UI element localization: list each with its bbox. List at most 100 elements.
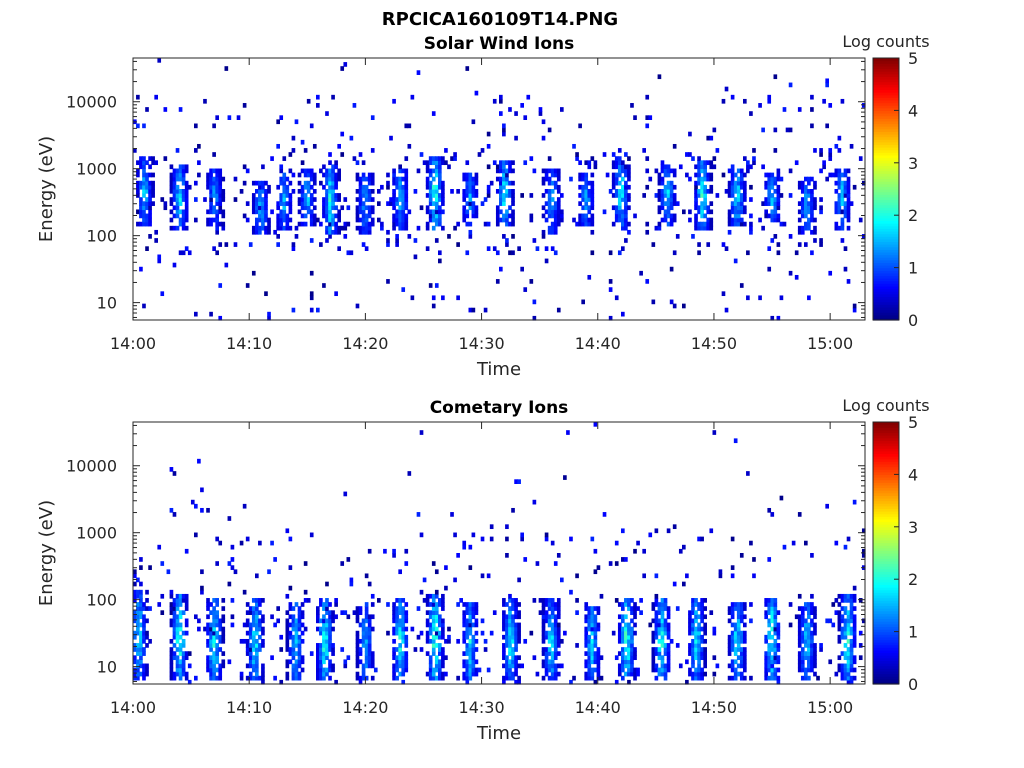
spectrogram-cell [404, 643, 409, 648]
spectrogram-cell [474, 213, 479, 219]
spectrogram-cell [331, 172, 335, 178]
spectrogram-cell [331, 667, 335, 673]
spectrogram-cell [294, 663, 299, 669]
spectrogram-cell [181, 667, 186, 673]
spectrogram-cell [483, 647, 488, 652]
spectrogram-cell [169, 610, 174, 615]
spectrogram-cell [770, 193, 775, 198]
spectrogram-cell [184, 606, 189, 611]
colorbar-segment [873, 660, 899, 664]
spectrogram-cell [736, 213, 741, 219]
spectrogram-cell [325, 626, 329, 632]
spectrogram-cell [340, 647, 345, 652]
spectrogram-cell [502, 184, 506, 190]
spectrogram-cell [654, 626, 659, 632]
spectrogram-cell [550, 209, 555, 215]
spectrogram-cell [727, 229, 732, 235]
spectrogram-cell [813, 643, 817, 648]
spectrogram-cell [151, 160, 155, 166]
spectrogram-cell [215, 561, 219, 566]
spectrogram-cell [846, 675, 851, 681]
spectrogram-cell [282, 156, 287, 161]
spectrogram-cell [431, 189, 436, 194]
spectrogram-cell [788, 168, 793, 174]
spectrogram-cell [617, 622, 622, 628]
spectrogram-cell [663, 643, 668, 648]
spectrogram-cell [505, 634, 509, 640]
spectrogram-cell [532, 238, 537, 243]
x-tick-label: 14:40 [575, 698, 621, 717]
spectrogram-cell [331, 626, 335, 632]
spectrogram-cell [669, 184, 674, 190]
spectrogram-cell [825, 82, 829, 88]
spectrogram-cell [407, 471, 412, 476]
spectrogram-cell [550, 630, 555, 636]
spectrogram-cell [846, 667, 851, 673]
spectrogram-cell [148, 606, 152, 611]
spectrogram-cell [553, 618, 558, 624]
spectrogram-cell [194, 217, 198, 223]
spectrogram-cell [139, 598, 143, 603]
spectrogram-cell [142, 303, 146, 309]
spectrogram-cell [422, 160, 427, 166]
spectrogram-cell [255, 655, 259, 661]
spectrogram-cell [410, 94, 415, 100]
spectrogram-cell [248, 622, 253, 628]
spectrogram-cell [206, 663, 210, 669]
spectrogram-cell [172, 471, 177, 476]
spectrogram-cell [733, 634, 738, 640]
spectrogram-cell [663, 618, 668, 624]
spectrogram-cell [654, 528, 659, 534]
spectrogram-cell [624, 168, 628, 174]
spectrogram-cell [139, 663, 143, 669]
spectrogram-cell [718, 569, 723, 575]
colorbar-segment [873, 147, 899, 151]
spectrogram-cell [465, 172, 470, 178]
spectrogram-cell [261, 201, 265, 206]
spectrogram-cell [431, 176, 436, 182]
spectrogram-cell [197, 626, 201, 632]
spectrogram-cell [697, 156, 701, 161]
spectrogram-cell [331, 164, 335, 170]
spectrogram-cell [739, 283, 744, 288]
spectrogram-cell [743, 221, 747, 227]
spectrogram-cell [148, 205, 152, 211]
spectrogram-cell [596, 651, 601, 656]
spectrogram-cell [636, 540, 640, 546]
spectrogram-cell [169, 184, 174, 190]
colorbar-label: Log counts [842, 396, 929, 415]
spectrogram-cell [462, 197, 467, 202]
spectrogram-cell [797, 107, 802, 112]
spectrogram-cell [621, 651, 625, 656]
spectrogram-cell [169, 189, 174, 194]
spectrogram-cell [328, 213, 332, 219]
y-tick-label: 1000 [76, 524, 117, 543]
spectrogram-cell [142, 614, 146, 620]
spectrogram-cell [438, 221, 442, 227]
spectrogram-cell [682, 544, 686, 550]
spectrogram-cell [697, 651, 701, 656]
spectrogram-cell [840, 626, 845, 632]
spectrogram-cell [401, 225, 406, 231]
spectrogram-cell [184, 193, 189, 198]
spectrogram-cell [441, 622, 445, 628]
spectrogram-cell [212, 180, 216, 186]
spectrogram-cell [813, 610, 817, 615]
spectrogram-cell [245, 638, 250, 644]
spectrogram-cell [581, 217, 585, 223]
colorbar-segment [873, 642, 899, 646]
spectrogram-cell [807, 638, 811, 644]
spectrogram-cell [215, 189, 219, 194]
spectrogram-cell [511, 622, 515, 628]
spectrogram-cell [810, 659, 814, 665]
spectrogram-cell [434, 205, 439, 211]
spectrogram-cell [285, 622, 290, 628]
spectrogram-cell [727, 209, 732, 215]
spectrogram-cell [788, 193, 793, 198]
spectrogram-cell [590, 626, 595, 632]
spectrogram-cell [462, 213, 467, 219]
spectrogram-cell [779, 221, 784, 227]
spectrogram-cell [136, 630, 140, 636]
spectrogram-cell [218, 168, 223, 174]
spectrogram-cell [502, 626, 506, 632]
